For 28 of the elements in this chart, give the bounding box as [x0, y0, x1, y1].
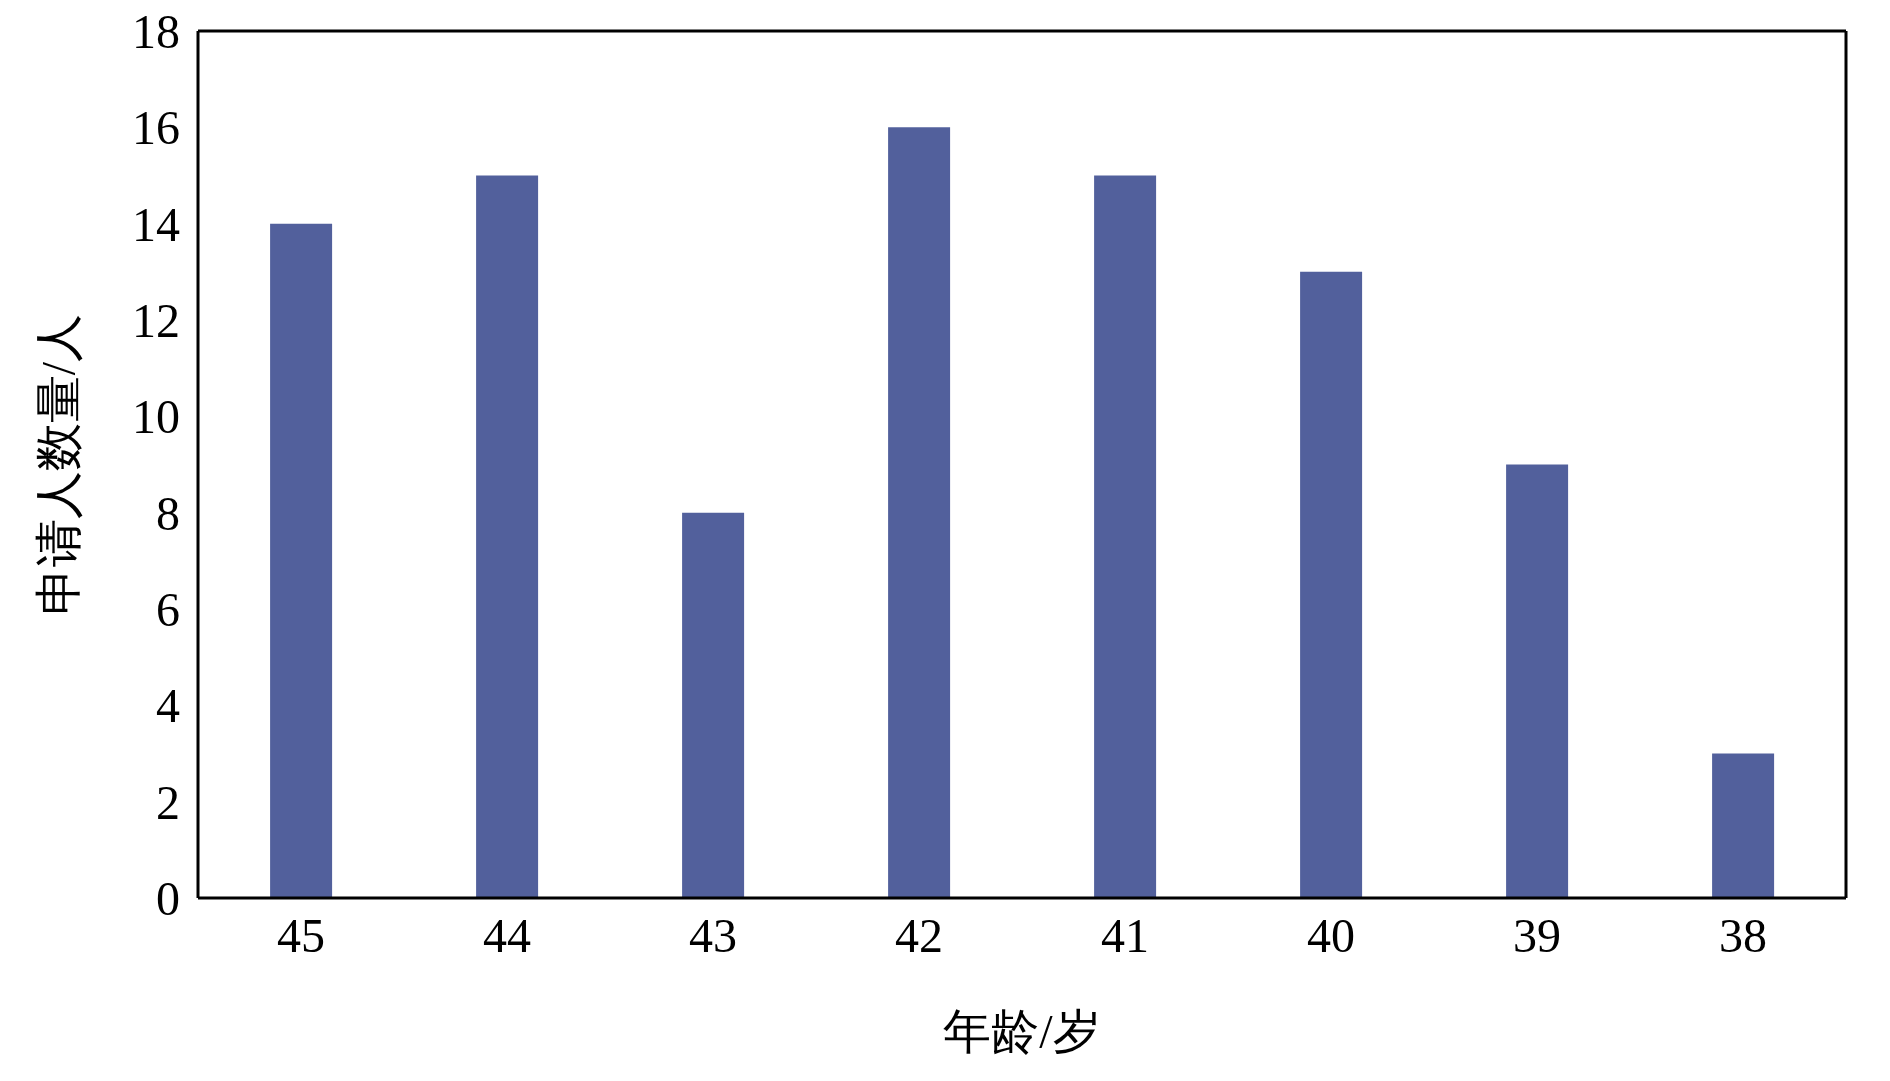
bar — [682, 512, 745, 898]
bar — [1300, 271, 1363, 898]
y-tick-label: 14 — [132, 197, 180, 251]
bar — [888, 127, 951, 898]
y-tick-label: 4 — [156, 679, 180, 733]
x-tick-label: 41 — [1101, 909, 1149, 963]
y-tick-label: 0 — [156, 872, 180, 926]
y-tick-label: 6 — [156, 583, 180, 637]
x-tick-label: 43 — [689, 909, 737, 963]
y-tick-label: 18 — [132, 5, 180, 59]
bar — [1712, 753, 1775, 898]
x-tick-label: 44 — [483, 909, 531, 963]
x-tick-label: 38 — [1719, 909, 1767, 963]
y-tick-label: 12 — [132, 294, 180, 348]
x-axis-title: 年龄/岁 — [943, 1005, 1101, 1058]
y-tick-label: 16 — [132, 101, 180, 155]
x-tick-label: 39 — [1513, 909, 1561, 963]
bar — [1094, 175, 1157, 898]
y-tick-label: 8 — [156, 486, 180, 540]
y-tick-label: 2 — [156, 775, 180, 829]
y-axis-title: 申请人数量/人 — [32, 313, 86, 616]
y-tick-label: 10 — [132, 390, 180, 444]
bar — [270, 223, 333, 898]
bar — [476, 175, 539, 898]
x-tick-label: 40 — [1307, 909, 1355, 963]
bar — [1506, 464, 1569, 898]
x-tick-label: 42 — [895, 909, 943, 963]
x-tick-label: 45 — [277, 909, 325, 963]
